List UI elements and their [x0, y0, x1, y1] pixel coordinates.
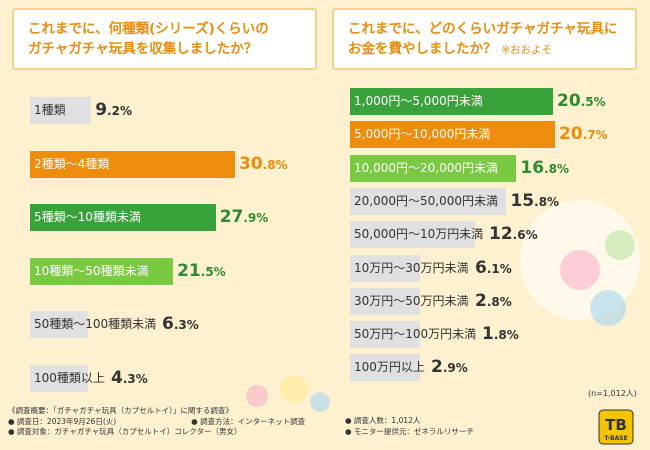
bar-value: 16.8%	[520, 157, 569, 178]
footer-line: ● 調査日：2023年9月26日(火) ● 調査方法：インターネット調査	[8, 416, 306, 426]
bar	[30, 311, 88, 338]
bar-label: 1種類	[34, 103, 66, 117]
bar	[350, 88, 554, 115]
background-bubble	[280, 375, 308, 403]
background-bubble	[605, 230, 635, 260]
background-bubble	[246, 385, 268, 407]
bar-value: 15.8%	[510, 190, 560, 211]
right-chart-title: これまでに、どのくらいガチャガチャ玩具に お金を費やしましたか？ ※おおよそ	[348, 19, 633, 60]
bar	[30, 257, 174, 285]
bar-value: 6.1%	[475, 257, 512, 278]
bar-label: 100万円以上	[354, 360, 425, 375]
bar	[30, 150, 235, 178]
svg-text:TB: TB	[605, 416, 627, 434]
bar	[350, 321, 420, 349]
background-bubble	[560, 250, 600, 290]
bar-value: 2.9%	[431, 357, 468, 378]
bar	[350, 121, 555, 149]
footer-line: ● モニター提供元：ゼネラルリサーチ	[345, 426, 474, 436]
background-bubble	[310, 392, 330, 412]
bar-label: 10,000円〜20,000円未満	[354, 160, 498, 175]
bar	[350, 154, 517, 182]
bar-label: 5,000円〜10,000円未満	[354, 127, 491, 142]
bar-label: 100種類以上	[34, 370, 105, 385]
bar-label: 20,000円〜50,000円未満	[354, 193, 498, 208]
tb-logo-icon: TB T-BASE	[598, 409, 634, 445]
bar-label: 30万円〜50万円未満	[354, 293, 469, 308]
logo-text: T-BASE	[604, 435, 627, 442]
sample-size-note: (n=1,012人)	[588, 389, 637, 398]
bar-value: 27.9%	[219, 207, 269, 227]
bar-label: 10万円〜30万円未満	[354, 260, 469, 275]
bar-label: 50,000円〜10万円未満	[354, 227, 484, 242]
footer-line: 《調査概要：「ガチャガチャ玩具（カプセルトイ）」に関する調査》	[8, 406, 233, 415]
bar-value: 9.2%	[95, 100, 132, 120]
left-chart-title: これまでに、何種類(シリーズ)くらいの ガチャガチャ玩具を収集しましたか？	[28, 21, 269, 57]
footer-line: ● 調査人数：1,012人	[345, 416, 421, 425]
bar-value: 21.5%	[177, 260, 226, 281]
bar	[350, 354, 420, 382]
left-title-box: これまでに、何種類(シリーズ)くらいの ガチャガチャ玩具を収集しましたか？	[12, 8, 317, 70]
bar-value: 20.5%	[557, 91, 606, 111]
survey-footer: 《調査概要：「ガチャガチャ玩具（カプセルトイ）」に関する調査》 ● 調査日：20…	[8, 406, 305, 438]
bar	[30, 204, 216, 231]
bar-value: 2.8%	[475, 290, 512, 311]
bar-value: 1.8%	[482, 324, 519, 345]
bar-value: 20.7%	[559, 124, 608, 145]
bar-label: 10種類〜50種類未満	[34, 263, 149, 278]
bar	[350, 221, 475, 249]
bar	[350, 254, 420, 282]
bar-label: 2種類〜4種類	[34, 156, 110, 171]
bar-label: 1,000円〜5,000円未満	[354, 94, 483, 108]
bar-value: 12.6%	[489, 224, 538, 245]
right-chart-title-main: これまでに、どのくらいガチャガチャ玩具に お金を費やしましたか？	[348, 21, 618, 57]
right-title-box: これまでに、どのくらいガチャガチャ玩具に お金を費やしましたか？ ※おおよそ	[332, 8, 637, 70]
bar	[30, 364, 88, 392]
bar-value: 30.8%	[239, 153, 288, 174]
footer-line: ● 調査対象：ガチャガチャ玩具（カプセルトイ）コレクター（男女）	[8, 427, 242, 436]
bar-label: 5種類〜10種類未満	[34, 210, 141, 224]
bar-label: 50種類〜100種類未満	[34, 317, 157, 331]
bar	[30, 97, 92, 124]
bar	[350, 187, 507, 215]
right-chart-title-note: ※おおよそ	[501, 44, 553, 56]
survey-footer-right: ● 調査人数：1,012人 ● モニター提供元：ゼネラルリサーチ	[345, 416, 474, 437]
bar-value: 6.3%	[162, 314, 199, 334]
background-bubble	[590, 290, 626, 326]
bar	[350, 287, 420, 315]
bar-value: 4.3%	[111, 367, 148, 388]
bar-label: 50万円〜100万円未満	[354, 327, 477, 342]
